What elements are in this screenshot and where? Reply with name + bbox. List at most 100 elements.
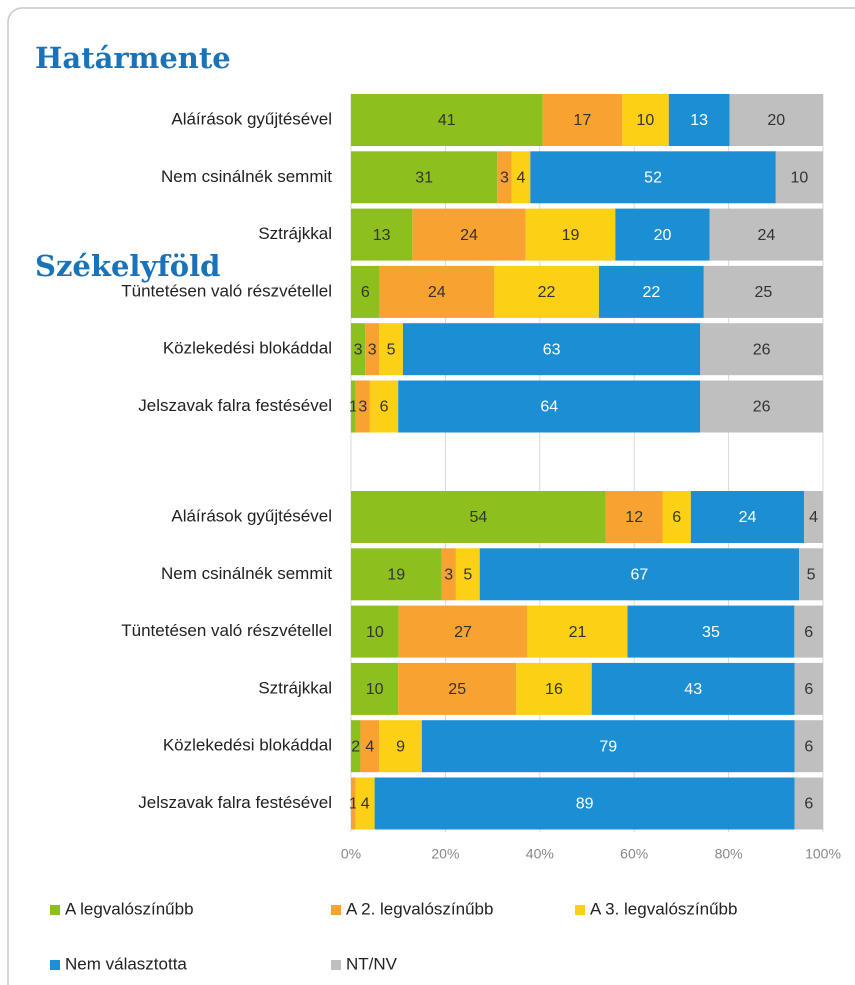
data-label: 67: [631, 567, 649, 584]
legend-swatch: [50, 905, 60, 915]
panel-title: Székelyföld: [35, 249, 220, 283]
category-label: Aláírások gyűjtésével: [171, 506, 332, 525]
legend-swatch: [575, 905, 585, 915]
bar-segment: [700, 380, 823, 433]
data-label: 6: [380, 399, 389, 416]
bar-segment: [412, 208, 526, 261]
bar-segment: [398, 662, 517, 715]
data-label: 24: [757, 227, 775, 244]
category-label: Jelszavak falra festésével: [138, 396, 332, 415]
bar-segment: [525, 208, 616, 261]
bar-segment: [516, 662, 592, 715]
bar-segment: [455, 548, 480, 601]
bar-segment: [591, 662, 795, 715]
data-label: 35: [702, 624, 720, 641]
data-label: 6: [804, 738, 813, 755]
bar-segment: [605, 491, 663, 543]
data-label: 20: [654, 227, 672, 244]
bar-segment: [794, 662, 823, 715]
bar-segment: [421, 720, 795, 773]
bar-segment: [441, 548, 456, 601]
bar-segment: [374, 777, 795, 830]
data-label: 10: [366, 624, 384, 641]
bar-segment: [794, 777, 823, 830]
x-tick-label: 60%: [620, 846, 648, 862]
bar-segment: [511, 151, 531, 204]
category-label: Sztrájkkal: [258, 678, 332, 697]
data-label: 4: [365, 738, 374, 755]
bar-segment: [379, 720, 422, 773]
data-label: 6: [804, 796, 813, 813]
category-label: Jelszavak falra festésével: [138, 793, 332, 812]
category-label: Nem csinálnék semmit: [161, 167, 332, 186]
bar-segment: [668, 94, 730, 146]
bar-segment: [379, 323, 403, 376]
bar-segment: [703, 265, 823, 318]
data-label: 2: [351, 738, 360, 755]
legend-swatch: [331, 905, 341, 915]
data-label: 64: [540, 399, 558, 416]
data-label: 54: [470, 509, 488, 526]
data-label: 24: [428, 284, 446, 301]
data-label: 63: [543, 341, 561, 358]
data-label: 16: [545, 681, 563, 698]
data-label: 21: [569, 624, 587, 641]
bar-segment: [351, 380, 356, 433]
category-label: Sztrájkkal: [258, 224, 332, 243]
bar-segment: [398, 380, 701, 433]
legend-label: A legvalószínűbb: [65, 899, 194, 918]
bar-segment: [622, 94, 669, 146]
bar-segment: [494, 265, 599, 318]
bar-segment: [527, 605, 628, 658]
legend-swatch: [331, 960, 341, 970]
data-label: 3: [368, 341, 377, 358]
bar-segment: [799, 548, 823, 601]
category-label: Aláírások gyűjtésével: [171, 109, 332, 128]
data-label: 3: [444, 567, 453, 584]
bar-segment: [690, 491, 805, 543]
data-label: 25: [755, 284, 773, 301]
data-label: 13: [690, 112, 708, 129]
bar-segment: [804, 491, 823, 543]
data-label: 79: [599, 738, 617, 755]
data-label: 9: [396, 738, 405, 755]
bar-segment: [351, 208, 413, 261]
legend-label: NT/NV: [346, 954, 398, 973]
data-label: 4: [516, 170, 525, 187]
data-label: 5: [387, 341, 396, 358]
data-label: 10: [637, 112, 655, 129]
legend-label: A 2. legvalószínűbb: [346, 899, 493, 918]
data-label: 26: [753, 341, 771, 358]
data-label: 10: [366, 681, 384, 698]
category-label: Tüntetésen való részvétellel: [121, 281, 332, 300]
bar-segment: [351, 605, 399, 658]
category-label: Tüntetésen való részvétellel: [121, 621, 332, 640]
data-label: 6: [672, 509, 681, 526]
x-tick-label: 100%: [805, 846, 841, 862]
data-label: 4: [809, 509, 818, 526]
data-label: 3: [500, 170, 509, 187]
data-label: 6: [804, 624, 813, 641]
bar-segment: [479, 548, 800, 601]
data-label: 22: [538, 284, 556, 301]
data-label: 26: [753, 399, 771, 416]
bar-segment: [351, 662, 399, 715]
bar-segment: [398, 605, 528, 658]
bar-segment: [360, 720, 380, 773]
bar-segment: [369, 380, 399, 433]
bar-segment: [627, 605, 795, 658]
data-label: 24: [460, 227, 478, 244]
bar-segment: [379, 265, 495, 318]
bar-segment: [351, 94, 543, 146]
data-label: 24: [739, 509, 757, 526]
data-label: 6: [361, 284, 370, 301]
bar-segment: [351, 720, 361, 773]
data-label: 43: [684, 681, 702, 698]
data-label: 12: [625, 509, 643, 526]
bar-segment: [662, 491, 691, 543]
data-label: 17: [573, 112, 591, 129]
data-label: 5: [807, 567, 816, 584]
data-label: 27: [454, 624, 472, 641]
data-label: 4: [361, 796, 370, 813]
